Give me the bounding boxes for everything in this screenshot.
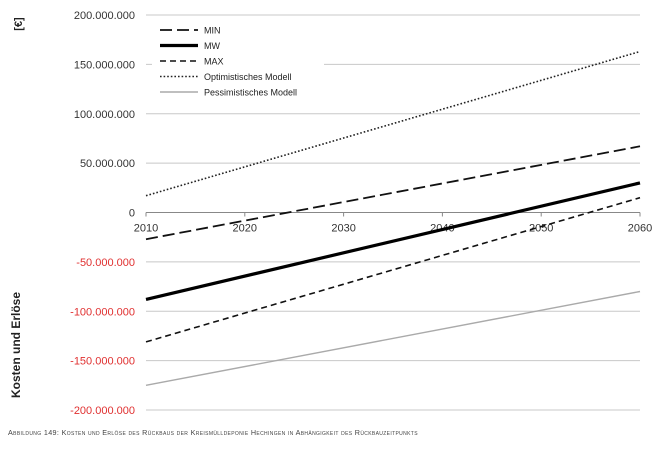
y-tick-label: 0 [129,208,135,220]
series-line-max [145,196,641,343]
x-tick-label: 2030 [331,223,355,235]
x-tick-label: 2020 [233,223,257,235]
series-line-mw [145,181,641,301]
legend-label: Optimistisches Modell [204,72,292,82]
series-line-optimistisches-modell [145,50,641,197]
x-tick-label: 2010 [134,223,158,235]
y-tick-label: 50.000.000 [80,158,135,170]
x-tick-label: 2050 [529,223,553,235]
x-tick-label: 2060 [628,223,652,235]
y-tick-label: -50.000.000 [76,257,135,269]
legend-label: MW [204,41,220,51]
chart: 2010 2020 2030 2040 2050 2060 200.000.000150.… [9,10,652,417]
figure-caption: Abbildung 149: Kosten und Erlöse des Rüc… [8,428,418,437]
y-axis: 200.000.000 150.000.000 100.000.000 50.000.… [70,10,135,417]
y-tick-label: 200.000.000 [74,10,135,22]
series-lines [145,50,641,386]
y-tick-label: -200.000.000 [70,405,135,417]
y-tick-label: -100.000.000 [70,306,135,318]
legend-label: MIN [204,26,221,36]
y-tick-label: -150.000.000 [70,356,135,368]
x-axis: 2010 2020 2030 2040 2050 2060 [134,212,652,235]
y-tick-label: 150.000.000 [74,59,135,71]
y-axis-title: Kosten und Erlöse [9,292,23,398]
series-line-min [145,145,641,241]
legend-label: Pessimistisches Modell [204,88,297,98]
series-line-pessimistisches-modell [145,290,641,386]
legend: MIN MW MAX Optimistisches Modell Pessimistis… [152,20,324,106]
legend-label: MAX [204,57,224,67]
y-tick-label: 100.000.000 [74,109,135,121]
unit-label: [€] [13,17,25,31]
